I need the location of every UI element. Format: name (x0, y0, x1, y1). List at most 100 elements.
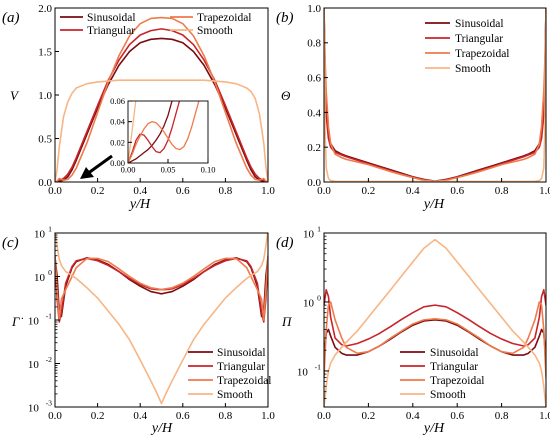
panel-a-ticks: 0.0 0.2 0.4 0.6 0.8 1.0 0.0 0.5 1.0 1.5 2.0 (38, 3, 275, 197)
legend-a-sinusoidal: Sinusoidal (87, 12, 136, 24)
panel-a-series (55, 16, 268, 182)
panel-a-xtick-label: 0.4 (133, 185, 147, 197)
panel-c-ytick-exponent: -3 (46, 398, 53, 407)
inset-ytick-label: 0.00 (110, 158, 125, 168)
panel-b-label: (b) (276, 10, 294, 26)
panel-b-ytick-label: 1.0 (307, 3, 321, 15)
inset-ytick-label: 0.06 (110, 96, 125, 106)
panel-d-ytick-label: 10 (303, 228, 315, 240)
panel-c-ytick-exponent: -1 (46, 311, 53, 320)
panel-a-series-smooth (55, 79, 268, 182)
panel-c-ytick-exponent: 0 (48, 268, 52, 277)
legend-d-triangular: Triangular (430, 361, 478, 373)
legend-a-trapezoidal: Trapezoidal (197, 12, 252, 24)
panel-a: 0.0 0.2 0.4 0.6 0.8 1.00.00.51.01.52.0 (a) V … (2, 3, 275, 212)
legend-c-trapezoidal: Trapezoidal (217, 375, 272, 387)
panel-a-ytick-label: 2.0 (38, 3, 52, 15)
inset-series-triangular (128, 101, 181, 163)
inset-series (128, 101, 200, 163)
panel-a-xtick-label: 1.0 (261, 185, 275, 197)
legend-d-trapezoidal: Trapezoidal (430, 375, 485, 387)
inset-xtick-label: 0.05 (161, 165, 176, 175)
panel-d-series-trapezoidal (324, 301, 546, 379)
legend-c-triangular: Triangular (217, 361, 265, 373)
panel-b: 0.0 0.2 0.4 0.6 0.8 1.0 0.0 0.2 0.4 0.6 0.8 1.0 (b)… (276, 3, 550, 212)
panel-d-xtick-label: 0.0 (317, 410, 331, 422)
panel-c-series (55, 233, 268, 405)
panel-b-xtick-label: 0.0 (317, 185, 331, 197)
inset-series-smooth (128, 101, 137, 163)
panel-d-label: (d) (276, 235, 294, 251)
legend-b-trapezoidal: Trapezoidal (455, 48, 510, 60)
inset-series-trapezoidal (128, 101, 200, 163)
panel-c-ytick-label: 10 (28, 402, 40, 414)
panel-c-ylabel: Γ̇ (11, 314, 23, 329)
panel-c-ytick-label: 10 (34, 228, 46, 240)
panel-a-xtick-label: 0.6 (176, 185, 190, 197)
inset-ticks: 0.00 0.05 0.10 0.00 0.02 0.04 0.06 (110, 96, 215, 175)
panel-c-ytick-exponent: 1 (48, 224, 52, 233)
panel-c-xtick-label: 0.8 (219, 410, 233, 422)
panel-a-series-sinusoidal (55, 37, 268, 182)
panel-a-ytick-label: 1.0 (38, 90, 52, 102)
panel-b-ytick-label: 0.4 (307, 107, 321, 119)
legend-d-smooth: Smooth (430, 389, 466, 401)
panel-b-legend: Sinusoidal Triangular Trapezoidal Smooth (425, 18, 510, 75)
panel-b-series-smooth (324, 8, 546, 182)
panel-d-series (324, 238, 546, 407)
panel-d-xlabel: y/H (422, 421, 445, 436)
panel-d-series-sinusoidal (324, 319, 546, 360)
panel-d-xtick-label: 0.6 (450, 410, 464, 422)
inset-ytick-label: 0.02 (110, 137, 125, 147)
panel-a-xtick-label: 0.8 (219, 185, 233, 197)
panel-b-ytick-label: 0.6 (307, 72, 321, 84)
panel-b-xtick-label: 0.6 (450, 185, 464, 197)
panel-b-frame (323, 7, 547, 183)
panel-a-xtick-label: 0.2 (91, 185, 105, 197)
panel-a-series-triangular (55, 28, 268, 182)
legend-b-triangular: Triangular (455, 33, 503, 45)
panel-d-xtick-label: 0.4 (406, 410, 420, 422)
panel-b-xtick-label: 1.0 (539, 185, 550, 197)
panel-d-frame (323, 232, 547, 408)
panel-d-ytick-exponent: 1 (317, 224, 321, 233)
panel-b-ytick-label: 0.8 (307, 38, 321, 50)
panel-d-ytick-label: 10 (303, 297, 315, 309)
panel-a-xlabel: y/H (128, 197, 151, 212)
inset-background (128, 101, 208, 163)
panel-c-xtick-label: 0.4 (133, 410, 147, 422)
inset-xtick-label: 0.10 (201, 165, 216, 175)
inset-pointer-arrow (80, 154, 113, 179)
panel-c-xtick-label: 1.0 (261, 410, 275, 422)
panel-c-xtick-label: 0.0 (48, 410, 62, 422)
panel-b-xtick-label: 0.8 (495, 185, 509, 197)
panel-c-ytick-exponent: -2 (46, 355, 53, 364)
panel-b-xlabel: y/H (422, 197, 445, 212)
panel-a-label: (a) (2, 10, 20, 26)
legend-d-sinusoidal: Sinusoidal (430, 347, 479, 359)
panel-c-xtick-label: 0.6 (176, 410, 190, 422)
panel-a-inset: 0.00 0.05 0.10 0.00 0.02 0.04 0.06 (110, 96, 215, 175)
panel-d-xtick-label: 0.2 (362, 410, 376, 422)
panel-b-series-sinusoidal (324, 8, 546, 182)
panel-c-xtick-label: 0.2 (91, 410, 105, 422)
panel-a-series-trapezoidal (55, 16, 268, 182)
panel-d-legend: Sinusoidal Triangular Trapezoidal Smooth (400, 347, 485, 401)
panel-b-ticks: 0.0 0.2 0.4 0.6 0.8 1.0 0.0 0.2 0.4 0.6 0.8 1.0 (307, 3, 550, 197)
legend-a-smooth: Smooth (197, 25, 233, 37)
legend-b-sinusoidal: Sinusoidal (455, 18, 504, 30)
panel-d-ytick-exponent: -1 (315, 362, 322, 371)
panel-c-series-smooth (55, 233, 268, 405)
panel-c-legend: Sinusoidal Triangular Trapezoidal Smooth (188, 347, 272, 401)
panel-b-ylabel: Θ (281, 88, 291, 103)
panel-d-ytick-label: 10 (297, 366, 309, 378)
panel-a-ytick-label: 1.5 (38, 46, 52, 58)
panel-c-xlabel: y/H (150, 421, 173, 436)
panel-d-ytick-exponent: 0 (317, 293, 321, 302)
panel-b-series-trapezoidal (324, 8, 546, 182)
